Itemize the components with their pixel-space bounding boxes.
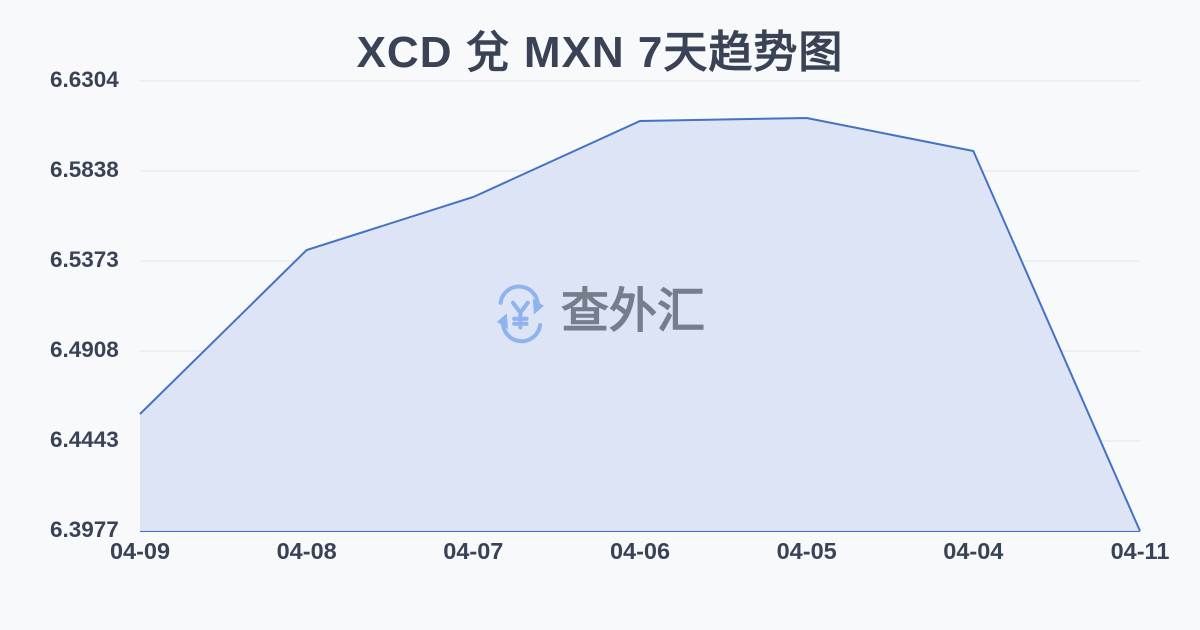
svg-text:6.5373: 6.5373 — [50, 247, 119, 272]
svg-text:04-09: 04-09 — [110, 538, 170, 564]
svg-text:04-04: 04-04 — [943, 538, 1003, 564]
svg-text:6.6304: 6.6304 — [50, 67, 119, 92]
svg-text:6.3977: 6.3977 — [50, 517, 119, 542]
svg-text:6.5838: 6.5838 — [50, 157, 119, 182]
svg-text:04-06: 04-06 — [610, 538, 670, 564]
svg-text:04-08: 04-08 — [277, 538, 337, 564]
svg-text:查外汇: 查外汇 — [561, 285, 705, 338]
svg-text:6.4443: 6.4443 — [50, 427, 119, 452]
svg-text:04-05: 04-05 — [777, 538, 837, 564]
svg-text:6.4908: 6.4908 — [50, 337, 119, 362]
svg-text:04-07: 04-07 — [443, 538, 503, 564]
svg-text:04-11: 04-11 — [1111, 538, 1170, 564]
